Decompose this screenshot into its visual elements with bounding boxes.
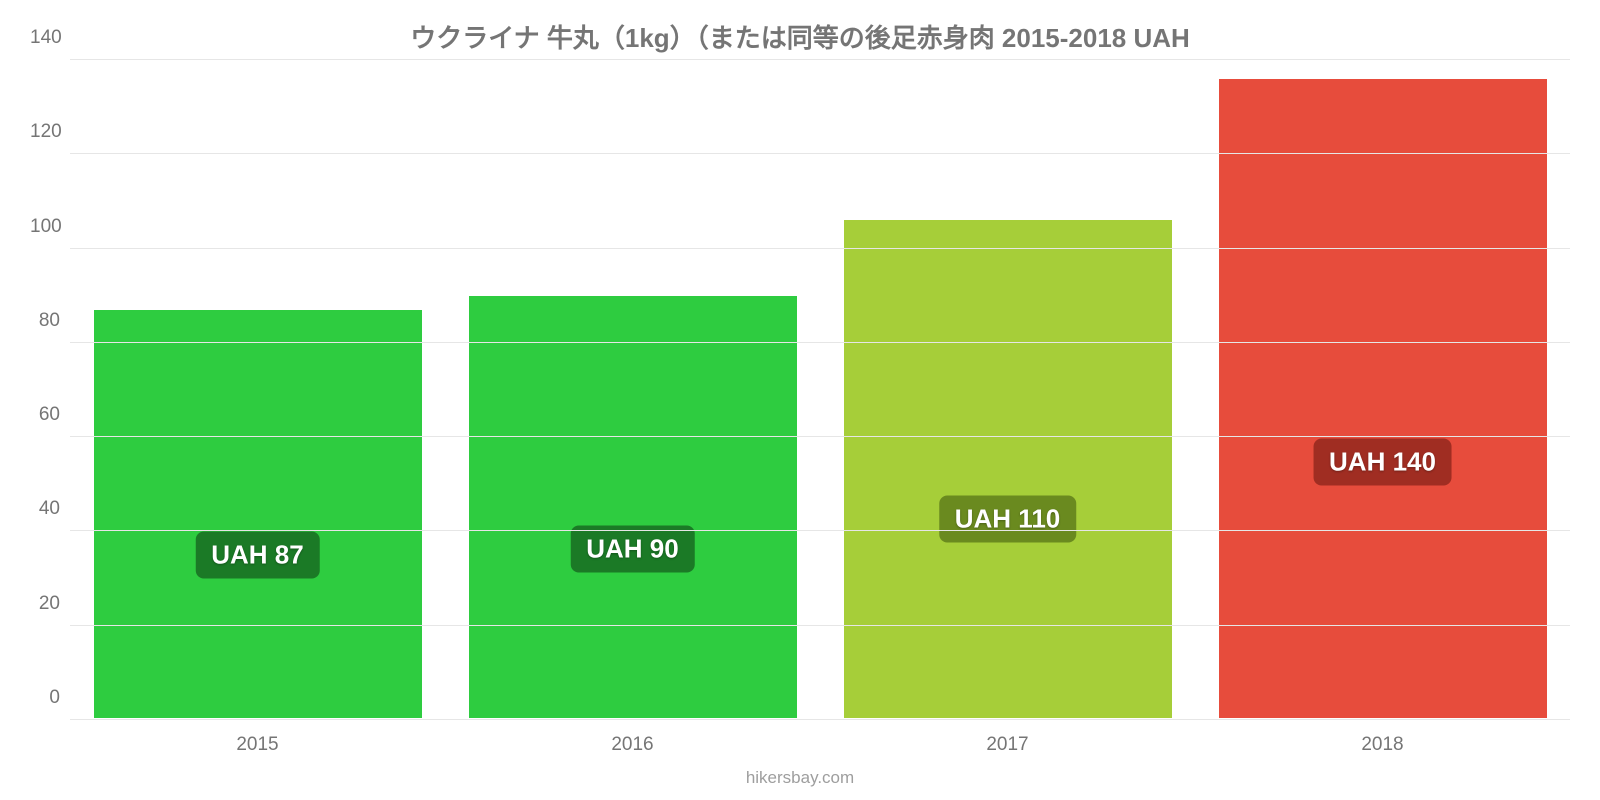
- x-tick-label: 2017: [820, 734, 1195, 756]
- gridline: [70, 436, 1570, 437]
- bar-slot: UAH 87: [70, 60, 445, 720]
- x-tick-label: 2015: [70, 734, 445, 756]
- bar-slot: UAH 140: [1195, 60, 1570, 720]
- y-tick-label: 100: [30, 216, 60, 238]
- chart-container: ウクライナ 牛丸（1kg）（または同等の後足赤身肉 2015-2018 UAH …: [0, 0, 1600, 800]
- bar: UAH 110: [843, 219, 1173, 719]
- bar: UAH 140: [1218, 78, 1548, 719]
- x-tick-label: 2016: [445, 734, 820, 756]
- bar-slot: UAH 110: [820, 60, 1195, 720]
- attribution-text: hikersbay.com: [0, 768, 1600, 788]
- gridline: [70, 530, 1570, 531]
- chart-title: ウクライナ 牛丸（1kg）（または同等の後足赤身肉 2015-2018 UAH: [0, 0, 1600, 55]
- y-tick-label: 20: [30, 593, 60, 615]
- y-tick-label: 80: [30, 310, 60, 332]
- gridline: [70, 153, 1570, 154]
- y-tick-label: 60: [30, 404, 60, 426]
- x-axis-labels: 2015201620172018: [70, 734, 1570, 756]
- y-tick-label: 120: [30, 121, 60, 143]
- gridline: [70, 719, 1570, 720]
- bars-row: UAH 87 UAH 90 UAH 110 UAH 140: [70, 60, 1570, 720]
- value-badge: UAH 87: [195, 531, 319, 578]
- bar-slot: UAH 90: [445, 60, 820, 720]
- gridline: [70, 59, 1570, 60]
- bar: UAH 90: [468, 295, 798, 719]
- y-tick-label: 140: [30, 27, 60, 49]
- gridline: [70, 248, 1570, 249]
- gridline: [70, 342, 1570, 343]
- value-badge: UAH 140: [1313, 439, 1452, 486]
- bar: UAH 87: [93, 309, 423, 719]
- x-tick-label: 2018: [1195, 734, 1570, 756]
- y-tick-label: 0: [30, 687, 60, 709]
- gridline: [70, 625, 1570, 626]
- plot-area: UAH 87UAH 90UAH 110UAH 140 0204060801001…: [70, 60, 1570, 720]
- y-tick-label: 40: [30, 498, 60, 520]
- value-badge: UAH 90: [570, 526, 694, 573]
- value-badge: UAH 110: [939, 495, 1077, 542]
